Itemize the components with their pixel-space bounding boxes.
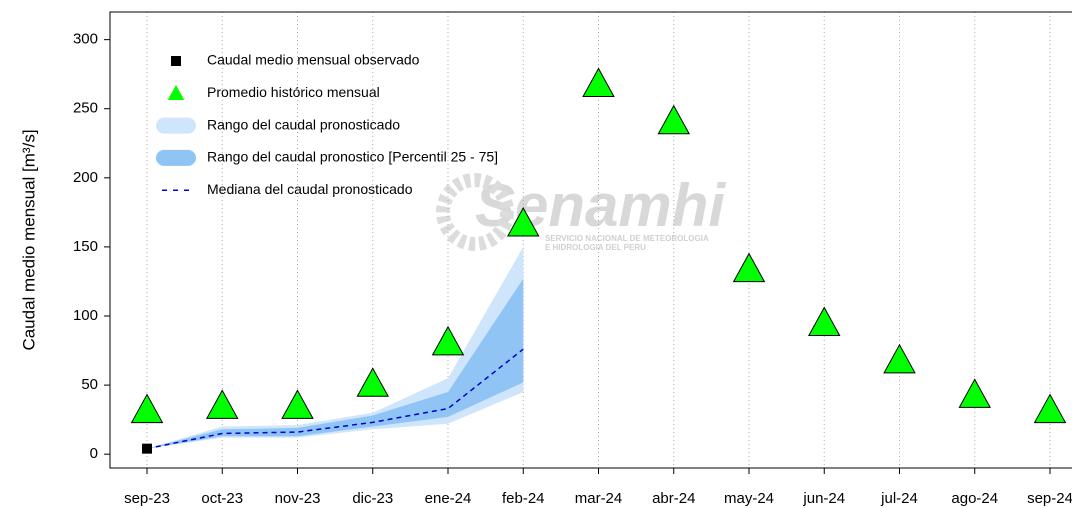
historical-marker bbox=[732, 252, 766, 283]
y-tick-label: 0 bbox=[90, 445, 98, 462]
legend-symbol bbox=[156, 149, 196, 166]
median-line bbox=[146, 348, 524, 450]
x-tick-label: ene-24 bbox=[425, 490, 472, 507]
legend-symbol bbox=[167, 85, 185, 101]
historical-marker bbox=[507, 206, 540, 237]
historical-marker bbox=[1033, 393, 1067, 424]
legend-label: Caudal medio mensual observado bbox=[207, 52, 420, 68]
forecast-band bbox=[147, 278, 524, 449]
x-tick-label: jun-24 bbox=[802, 490, 845, 507]
legend-label: Rango del caudal pronostico [Percentil 2… bbox=[207, 149, 498, 165]
x-tick-label: nov-23 bbox=[275, 490, 321, 507]
forecast-band bbox=[147, 246, 524, 449]
y-tick-label: 50 bbox=[81, 376, 98, 393]
historical-marker bbox=[958, 378, 991, 408]
plot-frame bbox=[109, 11, 1072, 469]
y-tick-label: 100 bbox=[73, 307, 98, 324]
historical-marker bbox=[883, 343, 916, 374]
y-tick-label: 250 bbox=[73, 100, 98, 117]
watermark-sun bbox=[436, 173, 514, 251]
legend-label: Promedio histórico mensual bbox=[207, 84, 380, 100]
historical-marker bbox=[808, 306, 841, 337]
historical-marker bbox=[657, 104, 690, 135]
y-tick-label: 200 bbox=[73, 169, 98, 186]
observed-marker bbox=[142, 443, 152, 454]
y-tick-label: 300 bbox=[73, 31, 98, 48]
x-tick-label: jul-24 bbox=[880, 490, 918, 507]
x-tick-label: abr-24 bbox=[652, 490, 695, 507]
historical-marker bbox=[206, 389, 239, 419]
legend-symbol bbox=[171, 56, 181, 66]
x-tick-label: oct-23 bbox=[201, 490, 243, 507]
legend-label: Rango del caudal pronosticado bbox=[207, 116, 400, 132]
historical-marker bbox=[130, 393, 164, 424]
x-tick-label: may-24 bbox=[724, 490, 774, 507]
x-tick-label: ago-24 bbox=[951, 490, 998, 507]
historical-marker bbox=[582, 67, 615, 97]
legend-label: Mediana del caudal pronosticado bbox=[207, 181, 413, 197]
historical-marker bbox=[431, 325, 465, 356]
historical-marker bbox=[281, 389, 314, 419]
y-axis-label: Caudal medio mensual [m³/s] bbox=[19, 129, 38, 350]
historical-marker bbox=[356, 367, 389, 397]
watermark-sub: SERVICIO NACIONAL DE METEOROLOGIA bbox=[545, 234, 709, 243]
x-tick-label: feb-24 bbox=[502, 490, 545, 507]
y-tick-label: 150 bbox=[73, 238, 98, 255]
watermark-sub: E HIDROLOGIA DEL PERU bbox=[545, 243, 646, 252]
x-tick-label: sep-23 bbox=[124, 490, 170, 507]
x-tick-label: dic-23 bbox=[352, 490, 393, 507]
legend-symbol bbox=[156, 117, 196, 134]
x-tick-label: sep-24 bbox=[1027, 490, 1072, 507]
x-tick-label: mar-24 bbox=[575, 490, 623, 507]
